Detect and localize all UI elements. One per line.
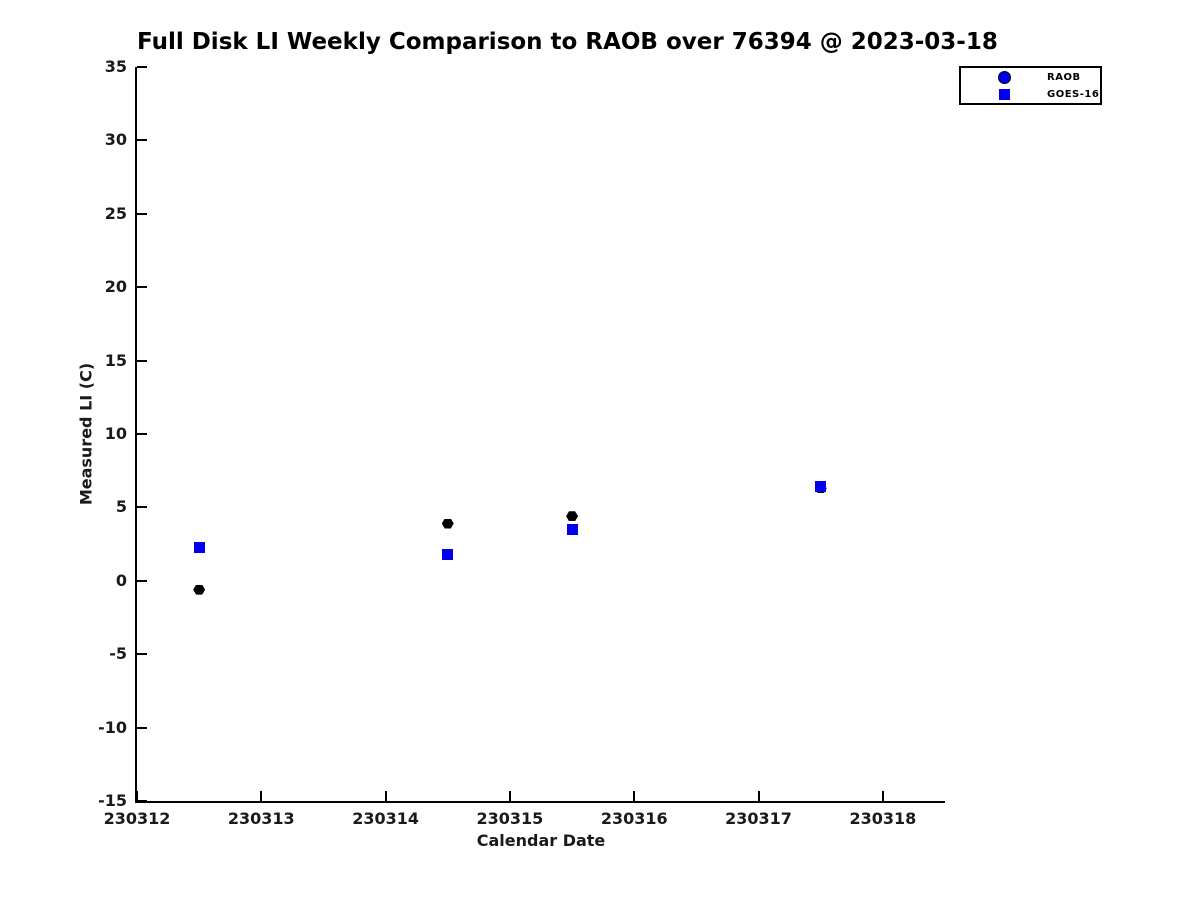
chart-title: Full Disk LI Weekly Comparison to RAOB o… bbox=[137, 29, 998, 55]
x-tick-mark bbox=[384, 791, 387, 801]
x-tick-label: 230317 bbox=[725, 809, 792, 828]
y-tick-mark bbox=[137, 653, 147, 656]
x-tick-label: 230312 bbox=[103, 809, 171, 828]
y-tick-label: 10 bbox=[104, 424, 127, 443]
x-tick-mark bbox=[757, 791, 760, 801]
y-tick-label: -15 bbox=[98, 791, 127, 810]
raob-marker bbox=[441, 518, 454, 529]
goes16-legend-marker-icon bbox=[998, 88, 1010, 100]
goes16-marker bbox=[193, 541, 205, 553]
legend-marker-cell bbox=[961, 88, 1047, 100]
y-tick-mark bbox=[137, 506, 147, 509]
legend-label-raob: RAOB bbox=[1047, 71, 1081, 83]
x-tick-label: 230313 bbox=[227, 809, 295, 828]
y-tick-label: 15 bbox=[104, 350, 127, 370]
y-tick-label: -5 bbox=[109, 644, 127, 664]
y-tick-label: 25 bbox=[104, 203, 127, 223]
y-tick-label: 0 bbox=[115, 570, 127, 590]
x-tick-label: 230314 bbox=[352, 809, 419, 828]
raob-marker bbox=[566, 511, 579, 522]
y-tick-label: 30 bbox=[104, 130, 127, 150]
x-tick-label: 230318 bbox=[849, 809, 917, 828]
raob-legend-marker-icon bbox=[997, 70, 1011, 84]
x-tick-label: 230315 bbox=[476, 809, 544, 828]
y-tick-mark bbox=[137, 286, 147, 289]
x-tick-mark bbox=[881, 791, 884, 801]
legend-marker-cell bbox=[961, 70, 1047, 84]
y-tick-label: 20 bbox=[104, 277, 127, 297]
legend-label-goes16: GOES-16 bbox=[1047, 88, 1100, 100]
x-tick-mark bbox=[136, 791, 138, 801]
goes16-marker bbox=[815, 481, 827, 493]
y-tick-mark bbox=[137, 726, 147, 729]
y-tick-mark bbox=[137, 579, 147, 582]
legend-row-goes16: GOES-16 bbox=[961, 86, 1100, 102]
y-tick-mark bbox=[137, 66, 147, 68]
x-tick-mark bbox=[633, 791, 636, 801]
x-axis-label: Calendar Date bbox=[476, 831, 606, 850]
goes16-marker bbox=[442, 548, 454, 560]
legend: RAOB GOES-16 bbox=[959, 66, 1102, 105]
y-tick-mark bbox=[137, 212, 147, 215]
legend-row-raob: RAOB bbox=[961, 69, 1100, 85]
x-tick-mark bbox=[260, 791, 263, 801]
y-tick-label: 5 bbox=[115, 497, 127, 517]
y-tick-mark bbox=[137, 139, 147, 142]
raob-marker bbox=[193, 584, 206, 595]
y-tick-mark bbox=[137, 433, 147, 435]
plot-area: -15 -10 -5 0 5 10 15 20 25 30 35 230312 230313 230314… bbox=[98, 57, 945, 828]
y-tick-label: -10 bbox=[98, 717, 127, 737]
y-tick-label: 35 bbox=[104, 57, 127, 76]
goes16-marker bbox=[566, 523, 578, 535]
y-tick-mark bbox=[137, 359, 147, 362]
y-tick-mark bbox=[137, 800, 147, 802]
x-tick-mark bbox=[508, 791, 511, 801]
x-tick-label: 230316 bbox=[600, 809, 668, 828]
